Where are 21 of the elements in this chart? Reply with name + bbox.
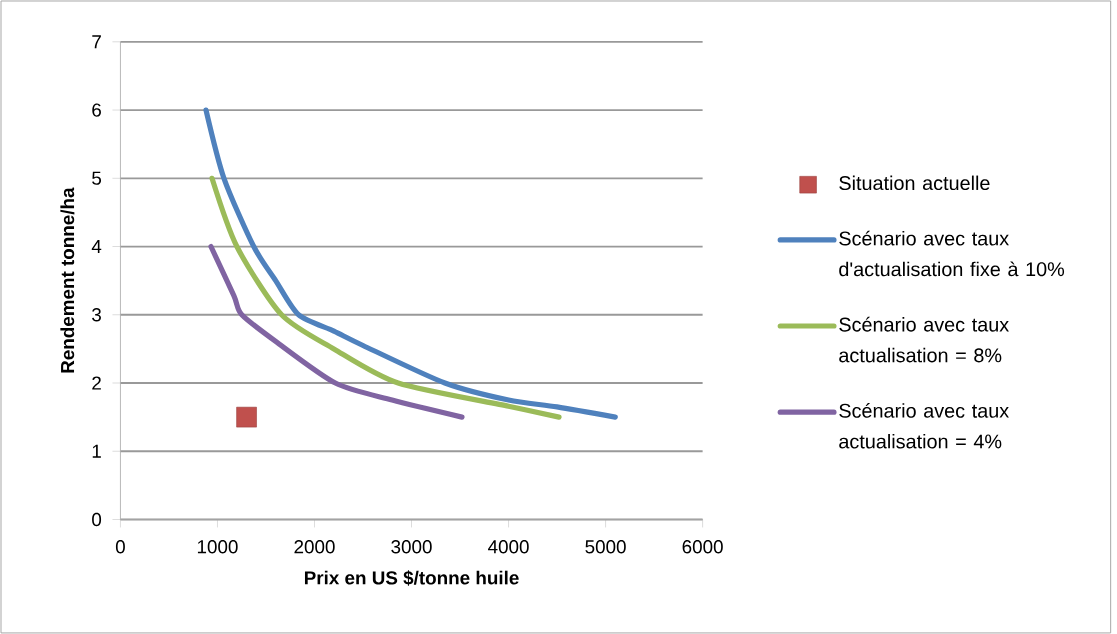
y-tick-label: 0: [92, 512, 102, 527]
legend-label: Scénario avec taux actualisation = 4%: [839, 403, 1009, 449]
x-tick-label: 4000: [488, 540, 529, 554]
x-tick-label: 3000: [391, 540, 432, 554]
y-tick-label: 5: [92, 171, 102, 185]
y-tick-label: 2: [92, 376, 101, 390]
x-axis-title: Prix en US $/tonne huile: [304, 570, 519, 586]
legend-label: Scénario avec taux actualisation = 8%: [839, 316, 1009, 363]
legend-label: Scénario avec taux d'actualisation fixe à 10%: [839, 230, 1065, 277]
x-tick-label: 6000: [682, 540, 723, 554]
y-tick-label: 7: [92, 35, 101, 49]
legend-label: Situation actuelle: [839, 175, 990, 191]
x-tick-label: 0: [115, 540, 125, 554]
y-tick-label: 3: [92, 308, 101, 322]
y-tick-label: 6: [92, 103, 101, 117]
x-tick-label: 2000: [294, 540, 335, 554]
y-tick-label: 4: [91, 240, 102, 254]
x-tick-label: 5000: [585, 540, 626, 554]
y-tick-label: 1: [92, 444, 101, 458]
y-axis-title: Rendement tonne/ha: [60, 187, 75, 373]
x-tick-label: 1000: [197, 540, 238, 554]
